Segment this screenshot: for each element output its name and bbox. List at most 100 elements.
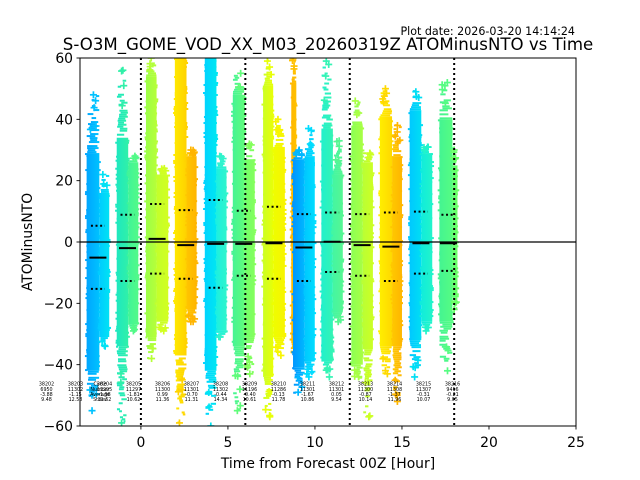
data-point	[302, 349, 305, 352]
cluster-core	[263, 85, 274, 377]
data-point	[322, 104, 331, 107]
data-point	[155, 276, 158, 279]
data-point	[411, 104, 420, 107]
data-point	[275, 142, 284, 145]
data-point	[231, 250, 234, 253]
data-point	[362, 342, 365, 345]
data-point	[321, 190, 324, 193]
data-point	[303, 290, 306, 293]
data-point	[128, 250, 131, 253]
data-point	[215, 94, 218, 96]
data-point	[333, 170, 343, 173]
data-point	[166, 306, 169, 309]
stat-cycle: 38203	[68, 382, 83, 388]
data-point	[86, 135, 96, 138]
data-point	[145, 262, 148, 265]
data-point	[126, 172, 129, 175]
data-point	[126, 275, 129, 278]
data-point	[224, 176, 227, 179]
data-point	[261, 271, 264, 274]
data-point	[97, 247, 100, 250]
data-point	[242, 148, 245, 151]
data-point	[302, 338, 305, 341]
data-point	[320, 272, 323, 275]
data-point	[261, 219, 264, 222]
data-point	[271, 245, 274, 248]
data-point	[361, 164, 364, 167]
data-point	[155, 248, 158, 251]
data-point	[365, 363, 373, 366]
data-cluster	[319, 58, 345, 381]
data-point	[289, 82, 292, 85]
data-point	[451, 311, 454, 314]
stat-average: -0.13	[272, 392, 284, 398]
data-point	[349, 325, 352, 328]
data-point	[244, 114, 247, 117]
data-point	[378, 138, 381, 141]
data-point	[186, 164, 189, 167]
data-point	[421, 289, 424, 292]
cluster-core	[232, 94, 245, 347]
data-point	[262, 321, 265, 324]
data-point	[115, 155, 118, 158]
data-point	[291, 192, 294, 195]
data-point	[303, 320, 306, 323]
data-point	[378, 236, 381, 239]
data-point	[371, 338, 374, 341]
data-point	[419, 154, 422, 157]
data-point	[331, 356, 334, 359]
data-point	[97, 355, 100, 358]
x-tick-label: 15	[393, 435, 411, 451]
data-point	[196, 166, 199, 169]
data-point	[116, 327, 119, 330]
data-point	[379, 288, 382, 291]
data-point	[455, 225, 458, 228]
data-point	[261, 285, 264, 288]
data-point	[320, 200, 323, 203]
data-point	[290, 266, 293, 269]
data-point	[361, 195, 364, 198]
data-point	[432, 165, 435, 168]
data-point	[215, 296, 218, 299]
stat-number: 11302	[213, 387, 228, 393]
data-point	[430, 267, 433, 270]
data-point	[401, 214, 404, 217]
data-point	[204, 350, 207, 352]
data-point	[439, 343, 446, 346]
data-point	[420, 144, 423, 147]
data-point	[204, 66, 207, 68]
data-point	[361, 235, 364, 238]
data-point	[243, 249, 246, 252]
data-point	[261, 103, 264, 106]
data-point	[214, 122, 217, 124]
data-point	[242, 108, 245, 111]
data-point	[292, 203, 295, 206]
stat-cycle: 38216	[445, 382, 460, 388]
data-point	[226, 192, 229, 195]
data-point	[176, 377, 185, 380]
data-point	[312, 354, 315, 357]
data-point	[361, 275, 364, 278]
data-point	[361, 155, 364, 158]
data-point	[331, 134, 334, 137]
stat-stdev: 10.62	[127, 397, 141, 403]
data-point	[379, 302, 382, 305]
y-tick-label: −20	[44, 296, 73, 312]
data-point	[186, 62, 189, 64]
data-point	[127, 176, 130, 179]
data-point	[85, 297, 88, 300]
data-point	[137, 226, 140, 229]
data-point	[186, 190, 189, 193]
data-point	[419, 255, 422, 258]
data-point	[263, 227, 266, 230]
data-point	[438, 195, 441, 198]
data-point	[204, 94, 207, 96]
data-point	[336, 150, 342, 153]
data-point	[378, 146, 381, 149]
data-point	[155, 84, 158, 87]
data-point	[116, 133, 125, 136]
data-point	[155, 268, 158, 271]
data-point	[185, 340, 188, 342]
data-point	[320, 306, 323, 309]
data-point	[225, 306, 228, 309]
